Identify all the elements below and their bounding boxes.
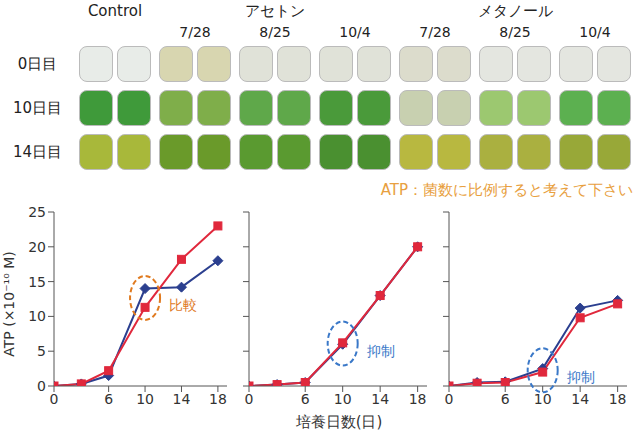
html-text:0日目: 0日目 <box>17 54 58 73</box>
svg-text:14: 14 <box>571 391 589 407</box>
svg-text:15: 15 <box>28 274 46 290</box>
html-text:7/28: 7/28 <box>179 24 211 40</box>
html-text:Control: Control <box>87 2 143 20</box>
svg-text:25: 25 <box>28 204 46 220</box>
svg-text:10: 10 <box>136 391 154 407</box>
html-text:8/25: 8/25 <box>499 24 531 40</box>
html-text:8/25: 8/25 <box>259 24 291 40</box>
html-text:培養日数(日): 培養日数(日) <box>295 413 383 431</box>
svg-text:5: 5 <box>37 343 46 359</box>
svg-text:6: 6 <box>501 391 510 407</box>
html-text:10/4: 10/4 <box>579 24 611 40</box>
svg-text:0: 0 <box>245 391 254 407</box>
html-text:10日目: 10日目 <box>13 98 62 117</box>
html-text:ATP：菌数に比例すると考えて下さい: ATP：菌数に比例すると考えて下さい <box>380 181 633 199</box>
svg-text:0: 0 <box>37 378 46 394</box>
svg-text:14: 14 <box>371 391 389 407</box>
svg-text:抑制: 抑制 <box>567 369 595 385</box>
svg-text:18: 18 <box>609 391 627 407</box>
svg-text:0: 0 <box>50 391 59 407</box>
svg-text:ATP (×10⁻¹⁰ M): ATP (×10⁻¹⁰ M) <box>1 251 17 357</box>
html-text:10/4: 10/4 <box>339 24 371 40</box>
html-text:14日目: 14日目 <box>13 142 62 161</box>
svg-text:14: 14 <box>173 391 191 407</box>
svg-text:抑制: 抑制 <box>367 343 395 359</box>
svg-text:10: 10 <box>534 391 552 407</box>
html-text:メタノール: メタノール <box>477 2 553 20</box>
svg-text:6: 6 <box>104 391 113 407</box>
svg-text:20: 20 <box>28 239 46 255</box>
svg-text:10: 10 <box>334 391 352 407</box>
svg-text:比較: 比較 <box>169 297 197 313</box>
svg-text:18: 18 <box>209 391 227 407</box>
svg-text:18: 18 <box>409 391 427 407</box>
svg-text:0: 0 <box>445 391 454 407</box>
html-text:アセトン: アセトン <box>245 2 305 20</box>
svg-text:6: 6 <box>301 391 310 407</box>
svg-text:10: 10 <box>28 308 46 324</box>
html-text:7/28: 7/28 <box>419 24 451 40</box>
